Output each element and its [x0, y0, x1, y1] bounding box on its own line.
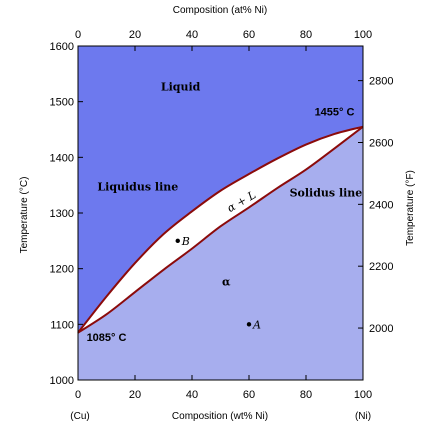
point-label-A: A [252, 318, 261, 331]
top-tick-label: 20 [129, 29, 141, 41]
point-B [175, 238, 180, 244]
top-tick-label: 100 [354, 29, 372, 41]
line-label-0: Liquidus line [97, 181, 178, 194]
left-tick-label: 1300 [50, 208, 74, 220]
region-label-0: Liquid [161, 81, 201, 94]
bottom-axis-right-end: (Ni) [355, 411, 371, 422]
bottom-tick-label: 20 [129, 389, 141, 401]
bottom-axis-title: Composition (wt% Ni) [172, 411, 268, 422]
region-label-1: α [222, 275, 231, 288]
bottom-axis-left-end: (Cu) [70, 411, 89, 422]
annotation-1: 1085° C [87, 332, 127, 344]
top-tick-label: 80 [300, 29, 312, 41]
left-tick-label: 1500 [50, 97, 74, 109]
top-axis-title: Composition (at% Ni) [173, 5, 267, 16]
right-tick-label: 2200 [369, 261, 393, 273]
point-label-B: B [181, 235, 190, 248]
line-label-1: Solidus line [290, 186, 363, 199]
right-tick-label: 2600 [369, 137, 393, 149]
bottom-tick-label: 0 [75, 389, 81, 401]
bottom-tick-label: 40 [186, 389, 198, 401]
top-tick-label: 0 [75, 29, 81, 41]
left-tick-label: 1600 [50, 41, 74, 53]
bottom-tick-label: 60 [243, 389, 255, 401]
left-tick-label: 1100 [50, 319, 74, 331]
right-axis-title: Temperature (°F) [405, 170, 416, 246]
left-tick-label: 1200 [50, 264, 74, 276]
bottom-tick-label: 100 [354, 389, 372, 401]
right-tick-label: 2400 [369, 199, 393, 211]
right-tick-label: 2000 [369, 323, 393, 335]
left-tick-label: 1400 [50, 152, 74, 164]
liquidus-curve [77, 125, 364, 334]
top-tick-label: 60 [243, 29, 255, 41]
right-tick-label: 2800 [369, 76, 393, 88]
liquid-region [78, 46, 363, 333]
solidus-curve [77, 125, 364, 334]
left-axis-title: Temperature (°C) [19, 177, 30, 254]
annotation-0: 1455° C [315, 107, 355, 119]
bottom-tick-label: 80 [300, 389, 312, 401]
left-tick-label: 1000 [50, 375, 74, 387]
top-tick-label: 40 [186, 29, 198, 41]
point-A [246, 322, 252, 327]
